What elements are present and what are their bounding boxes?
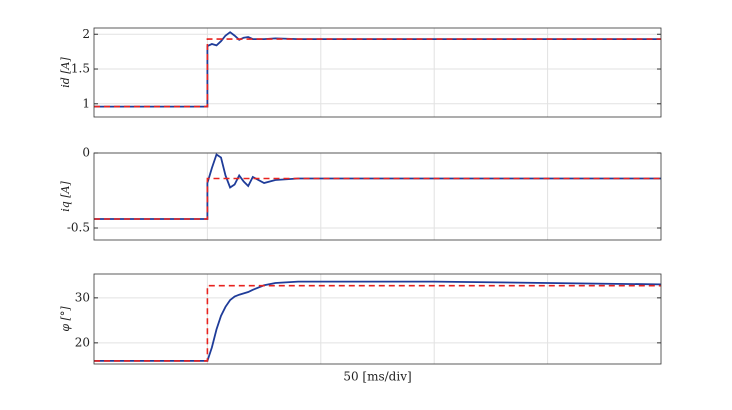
data-line bbox=[94, 153, 661, 220]
y-tick-label: 2 bbox=[82, 27, 90, 41]
y-axis-label: φ [°] bbox=[59, 306, 72, 332]
data-line bbox=[94, 177, 661, 220]
y-axis-label: id [A] bbox=[59, 57, 72, 88]
data-line bbox=[94, 38, 661, 108]
y-tick-label: 20 bbox=[75, 335, 90, 349]
axes-frame bbox=[93, 152, 662, 241]
x-axis-label: 50 [ms/div] bbox=[343, 370, 411, 384]
axes-frame bbox=[93, 273, 662, 365]
y-tick-label: 1 bbox=[82, 96, 90, 110]
data-line bbox=[94, 284, 661, 362]
y-tick-label: 1.5 bbox=[71, 62, 90, 76]
y-tick-label: 30 bbox=[75, 290, 90, 304]
y-tick-label: -0.5 bbox=[67, 221, 90, 235]
data-line bbox=[94, 280, 662, 362]
y-axis-label: iq [A] bbox=[59, 181, 72, 212]
axes-frame bbox=[93, 27, 662, 118]
y-tick-label: 0 bbox=[82, 146, 90, 160]
